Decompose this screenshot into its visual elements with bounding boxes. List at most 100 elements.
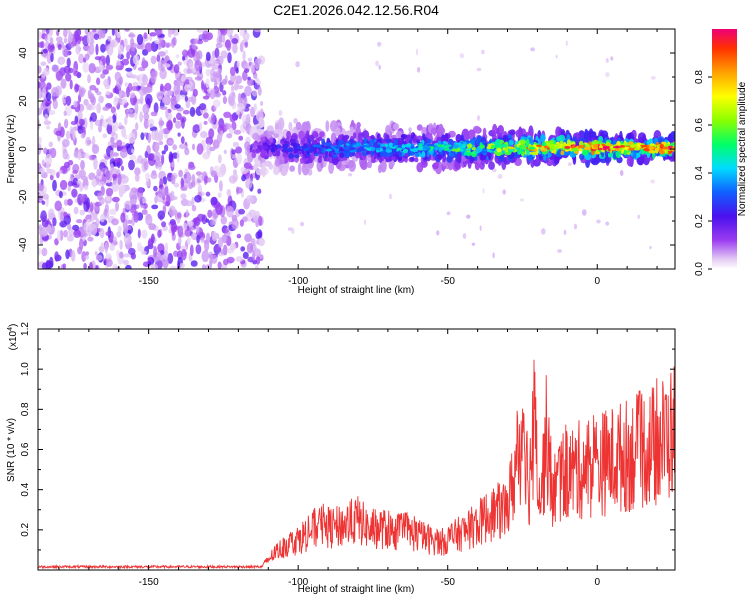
noise-blob [164,201,170,207]
noise-blob [139,111,144,123]
bottom-plot-frame [37,328,676,571]
noise-blob [159,106,168,110]
ridge-blob [402,148,409,154]
noise-blob [235,146,243,154]
noise-blob [60,211,64,222]
noise-blob [220,50,228,59]
noise-blob [191,42,196,51]
noise-blob [201,214,207,225]
ridge-blob [437,123,444,138]
noise-blob [83,262,87,269]
ridge-blob [385,149,393,153]
noise-blob [105,259,113,267]
noise-blob [129,207,137,213]
noise-blob [168,205,176,217]
ridge-blob [466,151,472,157]
noise-blob [459,53,465,59]
ridge-blob [354,151,361,159]
noise-blob [57,229,61,242]
ridge-blob [396,147,402,151]
ridge-blob [466,143,473,148]
noise-blob [154,39,160,45]
noise-blob [134,167,141,176]
colorbar-ticks: 0.0 0.2 0.4 0.6 0.8 [694,70,712,276]
noise-blob [191,143,196,151]
noise-blob [96,168,102,177]
noise-blob [162,96,170,104]
noise-blob [175,54,180,59]
noise-blob [229,66,236,76]
ridge-blob [375,148,381,151]
ridge-blob [613,146,620,149]
noise-blob [257,86,262,96]
noise-blob [63,29,68,38]
noise-blob [375,60,379,67]
y-tick-label: -40 [18,237,29,252]
noise-blob [87,236,94,242]
noise-blob [201,264,206,269]
noise-blob [229,34,233,40]
noise-blob [242,50,246,61]
noise-blob [158,120,165,126]
x-tick-label: -100 [288,276,308,287]
top-noise-layer [38,29,656,269]
noise-blob [605,221,610,226]
noise-blob [78,53,84,64]
noise-blob [67,180,74,187]
noise-blob [147,132,152,144]
noise-blob [164,42,172,48]
ridge-blob [626,156,634,167]
chart-title: C2E1.2026.042.12.56.R04 [273,2,439,18]
colorbar-tick-label: 0.4 [694,166,705,180]
noise-blob [78,36,85,41]
noise-blob [205,218,210,223]
noise-blob [159,68,167,80]
noise-blob [69,79,73,90]
ridge-blob [520,139,526,145]
noise-blob [105,170,111,181]
noise-blob [57,122,62,132]
ridge-blob [597,147,603,151]
ridge-blob [402,156,406,162]
noise-blob [221,78,227,85]
ridge-blob [430,146,434,150]
ridge-blob [363,137,368,143]
noise-blob [93,33,100,40]
ridge-blob [548,152,552,157]
noise-blob [107,35,112,42]
noise-blob [143,118,150,129]
ridge-blob [642,144,648,148]
ridge-blob [525,139,530,146]
noise-blob [45,259,51,269]
noise-blob [193,216,201,226]
ridge-blob [658,149,665,155]
ridge-blob [328,151,333,158]
noise-blob [112,196,120,203]
ridge-blob [373,138,377,143]
noise-blob [66,57,71,68]
noise-blob [185,100,191,109]
noise-blob [246,242,254,254]
ridge-blob [396,137,404,147]
noise-blob [202,152,210,160]
noise-blob [348,173,353,177]
ridge-blob [416,124,423,131]
ridge-blob [492,123,498,136]
noise-blob [105,64,114,70]
ridge-blob [360,160,368,171]
noise-blob [162,176,168,185]
noise-blob [257,188,262,194]
noise-blob [94,251,98,256]
noise-blob [160,83,164,92]
noise-blob [155,29,162,37]
noise-blob [196,50,203,60]
noise-blob [194,59,203,72]
noise-blob [252,90,258,97]
noise-blob [253,248,261,257]
noise-blob [650,179,656,184]
ridge-blob [359,146,365,152]
noise-blob [182,222,188,231]
ridge-blob [418,143,423,147]
noise-blob [200,237,205,243]
noise-blob [189,106,196,117]
